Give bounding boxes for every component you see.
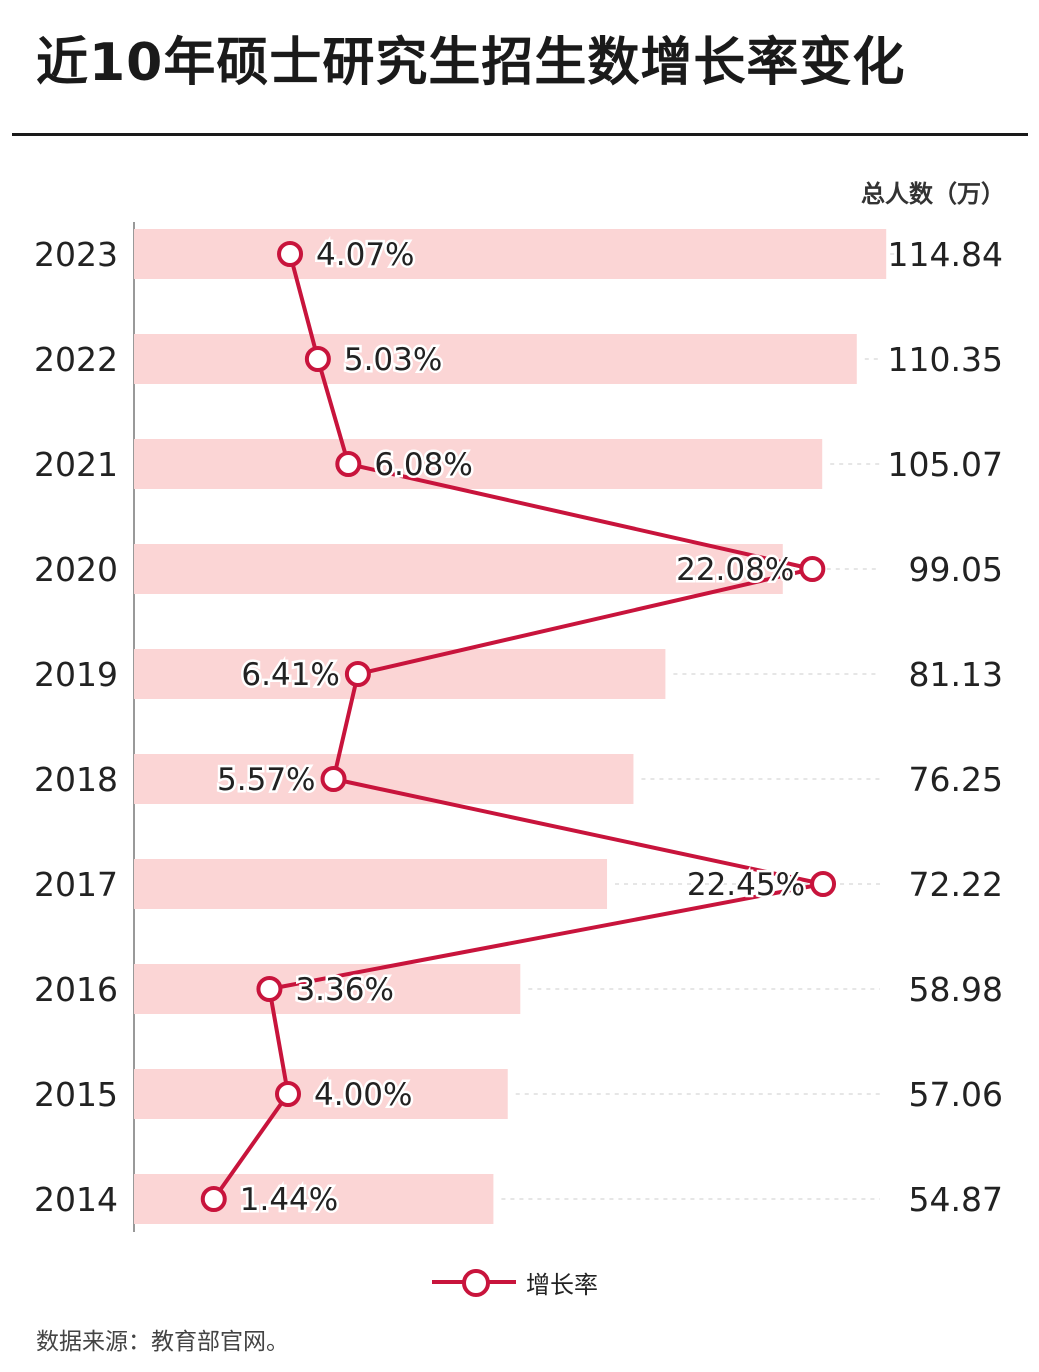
growth-point	[200, 1186, 227, 1212]
bar	[134, 649, 666, 699]
value-label: 99.05	[909, 550, 1003, 589]
value-label: 114.84	[888, 235, 1003, 274]
growth-label: 22.08%	[676, 552, 794, 588]
category-label: 2023	[34, 235, 118, 274]
growth-point	[256, 976, 283, 1002]
value-label: 58.98	[909, 970, 1003, 1009]
growth-label: 1.44%	[240, 1182, 338, 1218]
value-label: 72.22	[909, 865, 1003, 904]
growth-point	[810, 871, 837, 897]
growth-point	[277, 241, 304, 267]
value-label: 105.07	[888, 445, 1003, 484]
growth-label: 5.57%	[217, 762, 315, 798]
source-note: 数据来源：教育部官网。	[36, 1329, 289, 1355]
category-label: 2022	[34, 340, 118, 379]
bar	[134, 1174, 494, 1224]
bar	[134, 229, 887, 279]
growth-line	[212, 253, 826, 1201]
bar	[134, 1069, 508, 1119]
growth-point	[335, 451, 362, 477]
category-label: 2017	[34, 865, 118, 904]
growth-point	[320, 766, 347, 792]
category-label: 2021	[34, 445, 118, 484]
value-label: 54.87	[909, 1180, 1003, 1219]
bar	[134, 859, 608, 909]
bar	[134, 544, 783, 594]
bar	[134, 754, 634, 804]
bar	[134, 439, 823, 489]
category-label: 2014	[34, 1180, 118, 1219]
growth-point	[304, 346, 331, 372]
bar	[134, 964, 521, 1014]
value-label: 81.13	[909, 655, 1003, 694]
legend: 增长率	[432, 1262, 598, 1302]
growth-label: 5.03%	[344, 342, 442, 378]
category-label: 2015	[34, 1075, 118, 1114]
growth-point	[275, 1081, 301, 1107]
chart-title: 近10年硕士研究生招生数增长率变化	[36, 33, 906, 93]
legend-label: 增长率	[526, 1270, 598, 1299]
value-label: 57.06	[909, 1075, 1003, 1114]
growth-label: 22.45%	[687, 867, 805, 903]
category-label: 2018	[34, 760, 118, 799]
value-column-header: 总人数（万）	[861, 180, 1005, 208]
growth-point	[799, 556, 826, 582]
growth-label: 3.36%	[295, 972, 393, 1008]
category-label: 2019	[34, 655, 118, 694]
category-label: 2016	[34, 970, 118, 1009]
growth-label: 6.41%	[241, 657, 339, 693]
category-label: 2020	[34, 550, 118, 589]
growth-label: 6.08%	[374, 447, 472, 483]
growth-point	[344, 661, 371, 687]
legend-line-swatch-icon	[432, 1262, 516, 1302]
growth-label: 4.00%	[314, 1077, 412, 1113]
growth-label: 4.07%	[316, 237, 414, 273]
title-divider	[12, 133, 1028, 136]
value-label: 110.35	[888, 340, 1003, 379]
bar	[134, 334, 857, 384]
value-label: 76.25	[909, 760, 1003, 799]
